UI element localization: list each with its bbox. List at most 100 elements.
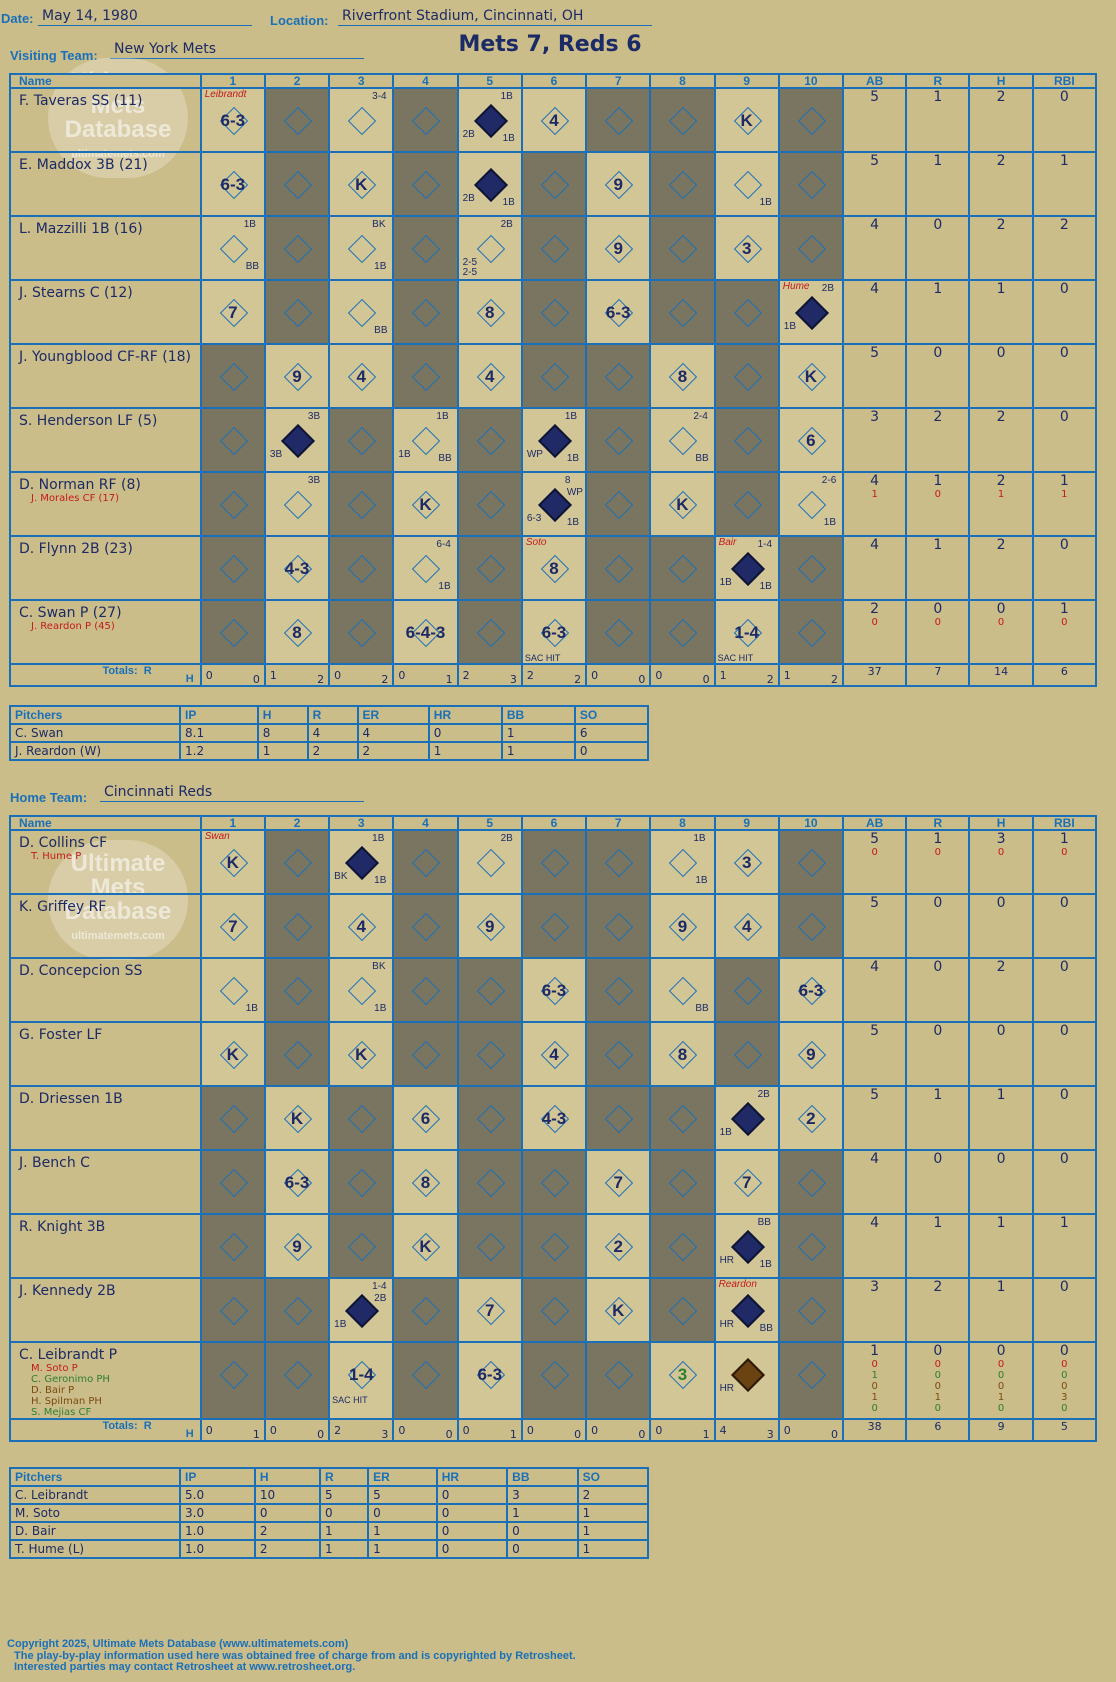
base-diamond: [604, 554, 634, 584]
base-diamond: [219, 234, 248, 264]
substitute-stat-value: 0: [997, 1359, 1005, 1370]
totals-h-label: H: [185, 673, 194, 685]
play-result: 9: [677, 917, 688, 936]
stat-value: 0: [933, 1151, 943, 1167]
player-name: J. Youngblood CF-RF (18): [19, 349, 192, 365]
stat-value: 1: [933, 537, 943, 553]
player-stat: 0: [968, 1149, 1034, 1215]
play-result: 8: [677, 367, 688, 386]
player-stat: 0: [1031, 1021, 1098, 1087]
at-bat-cell: 2: [585, 1213, 652, 1279]
at-bat-cell: [520, 829, 588, 895]
batting-order-row: E. Maddox 3B (21) 6-3 K 2B 1B 9 1B 5 1 2 1: [9, 151, 1098, 217]
at-bat-cell: 8: [392, 1149, 459, 1215]
base-diamond: [797, 234, 826, 264]
at-bat-cell: 8: [649, 343, 716, 409]
player-stat: 1: [968, 1085, 1034, 1151]
pitcher-stat: 2: [576, 1485, 650, 1505]
at-bat-cell: [392, 1021, 459, 1087]
base-diamond: [348, 618, 377, 648]
stat-value: 2: [996, 473, 1006, 489]
player-name: C. Swan P (27): [19, 605, 122, 621]
batting-order-row: C. Leibrandt P M. Soto P C. Geronimo PH D. …: [9, 1341, 1098, 1420]
play-result: 6-3: [220, 175, 246, 194]
base-diamond: [733, 362, 762, 392]
inning-hits: 0: [445, 1428, 453, 1441]
stat-value: 2: [996, 217, 1006, 233]
at-bat-cell: [520, 343, 588, 409]
pitcher-stat: 0: [506, 1521, 579, 1541]
pitcher-stat: 1: [506, 1503, 579, 1523]
play-result: K: [226, 853, 239, 872]
play-result: 6-3: [541, 623, 567, 642]
play-annotation: 2B: [462, 129, 475, 140]
at-bat-cell: [263, 1277, 331, 1343]
base-diamond: [219, 554, 248, 584]
column-header-inning: 3: [328, 73, 395, 89]
base-diamond: [669, 1296, 698, 1326]
pitcher-change-note: Reardon: [718, 1279, 757, 1290]
play-annotation: 3-4: [372, 91, 387, 102]
at-bat-cell: BB: [328, 279, 395, 345]
play-result: 3: [741, 853, 752, 872]
player-stat: 2: [968, 87, 1034, 153]
base-diamond: [540, 1296, 570, 1326]
at-bat-cell: [199, 1213, 266, 1279]
play-annotation: 1B: [398, 449, 411, 460]
at-bat-cell: [585, 1085, 652, 1151]
at-bat-cell: [328, 1213, 395, 1279]
at-bat-cell: 2B 2-5 2-5: [456, 215, 523, 281]
at-bat-cell: [392, 279, 459, 345]
total-stat: 5: [1031, 1418, 1098, 1442]
pitchers-column-header: IP: [179, 705, 259, 725]
at-bat-cell: [649, 215, 716, 281]
at-bat-cell: [328, 471, 395, 537]
play-result: 8: [677, 1045, 688, 1064]
at-bat-cell: [585, 893, 652, 959]
player-name: K. Griffey RF: [19, 899, 107, 915]
at-bat-cell: [328, 407, 395, 473]
pitcher-stat: 3.0: [179, 1503, 256, 1523]
substitute-stat-value: 0: [934, 1359, 942, 1370]
column-header-inning: 2: [263, 815, 331, 831]
at-bat-cell: [777, 151, 845, 217]
stat-value: 4: [870, 281, 880, 297]
play-annotation: 3B: [307, 475, 321, 486]
at-bat-cell: [199, 535, 266, 601]
at-bat-cell: 2B 1B Hume: [777, 279, 845, 345]
column-header-stat: R: [905, 815, 971, 831]
totals-label: Totals: R H: [9, 663, 202, 687]
play-annotation: 1B: [695, 875, 708, 886]
substitute-name: C. Geronimo PH: [31, 1374, 110, 1385]
base-diamond: [604, 912, 634, 942]
play-annotation: BB: [759, 1323, 773, 1334]
pitcher-stat: 5.0: [179, 1485, 256, 1505]
game-location: Riverfront Stadium, Cincinnati, OH: [338, 7, 652, 26]
at-bat-cell: 3B 3B: [263, 407, 331, 473]
player-stat: 1: [968, 1213, 1034, 1279]
pitcher-stat: 1: [318, 1521, 370, 1541]
at-bat-cell: 3B: [263, 471, 331, 537]
base-diamond: [733, 170, 762, 200]
play-annotation: WP: [566, 487, 583, 498]
stat-value: 1: [1059, 1215, 1069, 1231]
at-bat-cell: [777, 893, 845, 959]
at-bat-cell: 7: [456, 1277, 523, 1343]
play-annotation: 2B: [757, 1089, 770, 1100]
at-bat-cell: [585, 599, 652, 665]
at-bat-cell: [777, 599, 845, 665]
base-diamond: [669, 170, 698, 200]
substitute-stat-value: 1: [997, 1392, 1005, 1403]
inning-hits: 2: [381, 673, 389, 686]
base-diamond: [669, 554, 698, 584]
player-stat: 0: [1031, 1277, 1098, 1343]
inning-runs: 0: [526, 1424, 534, 1437]
inning-runs: 0: [398, 1424, 406, 1437]
